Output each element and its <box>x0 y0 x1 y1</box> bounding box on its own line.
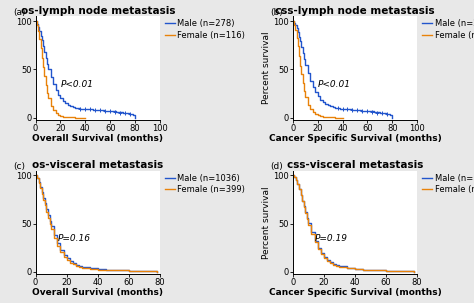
Text: (c): (c) <box>13 162 25 171</box>
Text: P=0.19: P=0.19 <box>315 234 347 243</box>
Text: (d): (d) <box>270 162 283 171</box>
Legend: Male (n=1036), Female (n=399): Male (n=1036), Female (n=399) <box>421 173 474 195</box>
X-axis label: Overall Survival (months): Overall Survival (months) <box>32 134 163 143</box>
Title: css-visceral metastasis: css-visceral metastasis <box>287 160 423 170</box>
Y-axis label: Percent survival: Percent survival <box>263 32 272 104</box>
Text: P<0.01: P<0.01 <box>61 80 93 89</box>
Title: os-lymph node metastasis: os-lymph node metastasis <box>20 5 175 15</box>
Title: os-visceral metastasis: os-visceral metastasis <box>32 160 164 170</box>
X-axis label: Overall Survival (months): Overall Survival (months) <box>32 288 163 298</box>
Y-axis label: Percent survival: Percent survival <box>263 186 272 258</box>
Text: P=0.16: P=0.16 <box>57 234 91 243</box>
Text: P<0.01: P<0.01 <box>318 80 351 89</box>
Legend: Male (n=1036), Female (n=399): Male (n=1036), Female (n=399) <box>164 173 246 195</box>
Text: (b): (b) <box>270 8 283 17</box>
Title: css-lymph node metastasis: css-lymph node metastasis <box>275 5 435 15</box>
Legend: Male (n=278), Female (n=116): Male (n=278), Female (n=116) <box>164 18 246 41</box>
Legend: Male (n=278), Female (n=116): Male (n=278), Female (n=116) <box>421 18 474 41</box>
Text: (a): (a) <box>13 8 26 17</box>
X-axis label: Cancer Specific Survival (months): Cancer Specific Survival (months) <box>269 288 441 298</box>
X-axis label: Cancer Specific Survival (months): Cancer Specific Survival (months) <box>269 134 441 143</box>
